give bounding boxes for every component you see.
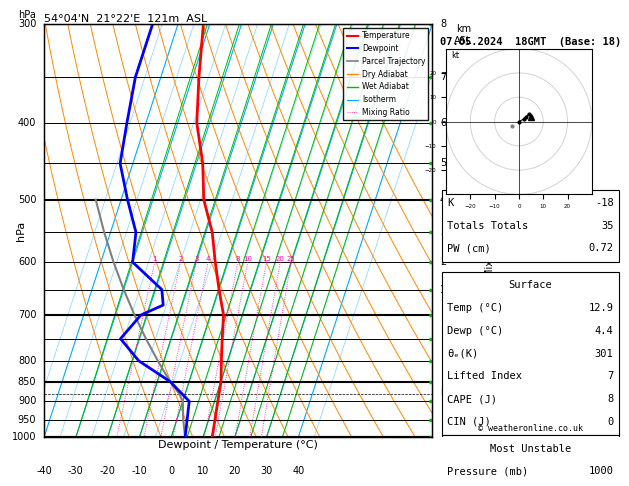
Text: 800: 800 <box>18 356 36 366</box>
Text: -18: -18 <box>594 198 613 208</box>
Text: 500: 500 <box>18 194 36 205</box>
Text: 10: 10 <box>197 467 209 476</box>
Text: 301: 301 <box>594 348 613 359</box>
Text: hPa: hPa <box>16 221 26 241</box>
Text: θₑ(K): θₑ(K) <box>447 348 479 359</box>
Text: 1000: 1000 <box>589 467 613 476</box>
Text: 7: 7 <box>607 371 613 382</box>
Text: CIN (J): CIN (J) <box>447 417 491 427</box>
Text: LCL: LCL <box>440 389 455 398</box>
Text: 8: 8 <box>607 394 613 404</box>
Text: 900: 900 <box>18 396 36 406</box>
FancyBboxPatch shape <box>442 190 619 262</box>
Text: 4: 4 <box>440 194 446 205</box>
Text: 15: 15 <box>262 256 271 262</box>
Text: 3: 3 <box>440 227 446 237</box>
Text: 5: 5 <box>440 158 446 169</box>
Text: Most Unstable: Most Unstable <box>489 444 571 453</box>
Text: 950: 950 <box>18 415 36 425</box>
Text: Temp (°C): Temp (°C) <box>447 303 503 313</box>
Text: Totals Totals: Totals Totals <box>447 221 528 230</box>
Text: © weatheronline.co.uk: © weatheronline.co.uk <box>478 424 583 434</box>
Text: 4: 4 <box>206 256 210 262</box>
Text: 2: 2 <box>440 257 446 267</box>
Text: 0: 0 <box>607 417 613 427</box>
Text: 3: 3 <box>194 256 199 262</box>
Text: 8: 8 <box>235 256 240 262</box>
Text: CAPE (J): CAPE (J) <box>447 394 497 404</box>
Text: kt: kt <box>451 52 459 60</box>
Text: -40: -40 <box>36 467 52 476</box>
Text: 1: 1 <box>152 256 157 262</box>
Text: 1000: 1000 <box>12 433 36 442</box>
Text: 35: 35 <box>601 221 613 230</box>
Text: 7: 7 <box>440 72 446 82</box>
Text: 10: 10 <box>243 256 252 262</box>
Text: 700: 700 <box>18 310 36 320</box>
Text: 20: 20 <box>276 256 285 262</box>
Text: 25: 25 <box>287 256 296 262</box>
Text: 1: 1 <box>440 285 446 295</box>
FancyBboxPatch shape <box>442 435 619 486</box>
Text: 6: 6 <box>440 118 446 128</box>
Text: Surface: Surface <box>508 280 552 291</box>
Text: K: K <box>447 198 454 208</box>
Text: 07.05.2024  18GMT  (Base: 18): 07.05.2024 18GMT (Base: 18) <box>440 37 621 47</box>
Text: 12.9: 12.9 <box>589 303 613 313</box>
Text: 20: 20 <box>228 467 241 476</box>
Text: 400: 400 <box>18 118 36 128</box>
Text: km
ASL: km ASL <box>454 24 472 46</box>
Text: -20: -20 <box>99 467 116 476</box>
Text: 8: 8 <box>440 19 446 29</box>
Text: Pressure (mb): Pressure (mb) <box>447 467 528 476</box>
Text: Mixing Ratio (g/kg): Mixing Ratio (g/kg) <box>486 185 496 277</box>
Text: 54°04'N  21°22'E  121m  ASL: 54°04'N 21°22'E 121m ASL <box>44 14 208 23</box>
Text: Lifted Index: Lifted Index <box>447 371 522 382</box>
Text: 30: 30 <box>260 467 272 476</box>
X-axis label: Dewpoint / Temperature (°C): Dewpoint / Temperature (°C) <box>158 440 318 450</box>
FancyBboxPatch shape <box>442 272 619 435</box>
Text: 40: 40 <box>292 467 304 476</box>
Text: -10: -10 <box>131 467 147 476</box>
Text: hPa: hPa <box>18 10 36 20</box>
Text: 0: 0 <box>168 467 174 476</box>
Text: 600: 600 <box>18 257 36 267</box>
Text: -30: -30 <box>68 467 84 476</box>
Text: Dewp (°C): Dewp (°C) <box>447 326 503 336</box>
Text: 0.72: 0.72 <box>589 243 613 253</box>
Text: 850: 850 <box>18 377 36 387</box>
Text: PW (cm): PW (cm) <box>447 243 491 253</box>
Text: 4.4: 4.4 <box>594 326 613 336</box>
Text: 2: 2 <box>178 256 182 262</box>
Text: 300: 300 <box>18 19 36 29</box>
Legend: Temperature, Dewpoint, Parcel Trajectory, Dry Adiabat, Wet Adiabat, Isotherm, Mi: Temperature, Dewpoint, Parcel Trajectory… <box>343 28 428 120</box>
